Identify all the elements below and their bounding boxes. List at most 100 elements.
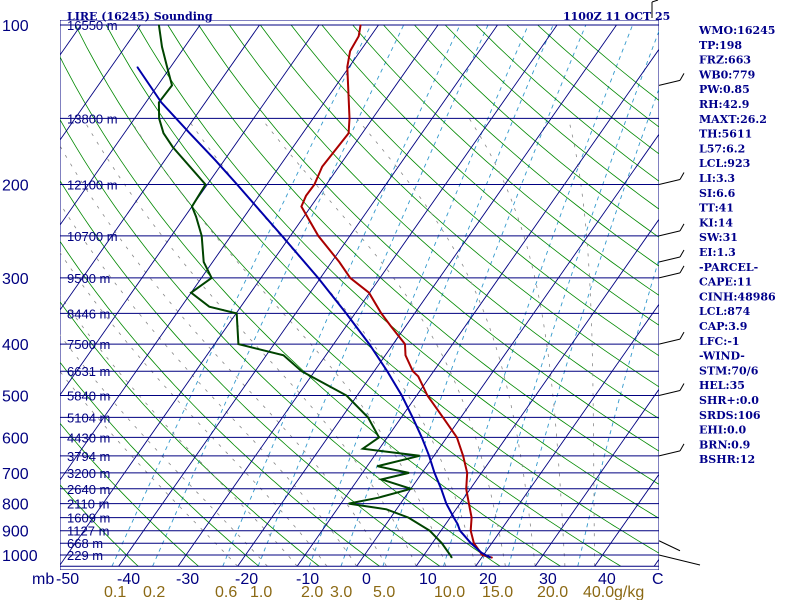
isotherm bbox=[296, 48, 659, 567]
moist-adiabat bbox=[128, 118, 447, 567]
dewpoint-point bbox=[377, 497, 379, 499]
pressure-tick-label: 700 bbox=[2, 466, 29, 483]
dewpoint-point bbox=[237, 343, 239, 345]
dewpoint-point bbox=[162, 132, 165, 134]
mixing-ratio-line bbox=[382, 24, 587, 567]
dewpoint-point bbox=[362, 448, 364, 450]
isotherm bbox=[534, 388, 659, 567]
mixing-ratio-tick-label: 2.0 bbox=[301, 584, 323, 600]
temperature-point bbox=[465, 488, 467, 490]
wind-barb-staff bbox=[658, 389, 681, 396]
mixing-ratio-line bbox=[480, 29, 659, 567]
dewpoint-point bbox=[410, 488, 412, 490]
mixing-ratio-tick-label: 3.0 bbox=[330, 584, 352, 600]
isotherm bbox=[594, 473, 659, 567]
mixing-ratio-line bbox=[340, 24, 554, 567]
temperature-point bbox=[313, 183, 315, 186]
parcel-point bbox=[386, 370, 388, 372]
pressure-unit-label: mb bbox=[32, 571, 54, 588]
dry-adiabat bbox=[136, 24, 659, 519]
temperature-point bbox=[456, 436, 458, 438]
plot-frame bbox=[60, 20, 659, 570]
dry-adiabat bbox=[60, 179, 441, 567]
isotherm bbox=[237, 24, 617, 567]
temperature-point bbox=[412, 370, 414, 372]
dewpoint-point bbox=[236, 312, 238, 314]
parcel-point bbox=[401, 394, 403, 397]
temperature-point bbox=[470, 530, 472, 532]
dewpoint-point bbox=[429, 530, 431, 532]
parcel-point bbox=[470, 542, 472, 544]
wind-barb bbox=[658, 383, 685, 396]
dewpoint-point bbox=[158, 101, 160, 103]
pressure-tick-label: 400 bbox=[2, 337, 29, 354]
parcel-point bbox=[214, 159, 216, 161]
temperature-tick-label: 10 bbox=[419, 571, 437, 588]
isotherm bbox=[118, 24, 498, 567]
parcel-point bbox=[368, 343, 370, 345]
height-label: 7500 m bbox=[67, 337, 110, 352]
sounding-curves bbox=[136, 24, 493, 559]
pressure-tick-label: 200 bbox=[2, 178, 29, 195]
index-item: CINH:48986 bbox=[699, 290, 776, 303]
index-item: BSHR:12 bbox=[699, 453, 755, 466]
height-label: 5840 m bbox=[67, 388, 110, 403]
moist-adiabat bbox=[356, 118, 536, 567]
wind-barb bbox=[651, 0, 659, 18]
temperature-point bbox=[317, 235, 319, 237]
index-item: TT:41 bbox=[699, 202, 734, 215]
temperature-point bbox=[491, 557, 493, 559]
mixing-ratio-line bbox=[222, 24, 461, 567]
mixing-ratio-tick-label: 0.6 bbox=[215, 584, 237, 600]
dewpoint-curve bbox=[157, 24, 453, 559]
index-item: BRN:0.9 bbox=[699, 438, 750, 451]
index-item: LCL:923 bbox=[699, 157, 750, 170]
index-item: SRDS:106 bbox=[699, 409, 761, 422]
temperature-tick-label: 40 bbox=[598, 571, 616, 588]
height-label: 668 m bbox=[67, 536, 103, 551]
dewpoint-point bbox=[451, 557, 453, 559]
mixing-ratio-line bbox=[508, 87, 659, 567]
index-item: TH:5611 bbox=[699, 128, 752, 141]
mixing-ratio-tick-label: 5.0 bbox=[373, 584, 395, 600]
parcel-point bbox=[317, 277, 319, 279]
dewpoint-point bbox=[449, 554, 451, 556]
station-title: LIRE (16245) Sounding bbox=[67, 10, 213, 23]
mixing-ratio-tick-label: 10.0 bbox=[434, 584, 465, 600]
wind-barb bbox=[658, 540, 681, 552]
dry-adiabat bbox=[60, 361, 260, 567]
moist-adiabat bbox=[186, 118, 476, 567]
index-item: LI:3.3 bbox=[699, 172, 735, 185]
mixing-ratio-tick-label: 1.0 bbox=[250, 584, 272, 600]
isotherm bbox=[356, 133, 659, 567]
temperature-point bbox=[338, 261, 340, 263]
wind-barb-flag bbox=[679, 249, 685, 258]
mixing-ratio-line bbox=[443, 24, 634, 567]
temperature-tick-label: 20 bbox=[479, 571, 497, 588]
index-item: -WIND- bbox=[699, 350, 745, 363]
height-label: 10700 m bbox=[67, 229, 118, 244]
index-item: SI:6.6 bbox=[699, 187, 736, 200]
parcel-point bbox=[453, 517, 455, 519]
wind-barb-staff bbox=[658, 256, 681, 263]
temperature-point bbox=[348, 132, 350, 134]
temperature-point bbox=[300, 205, 302, 208]
dewpoint-point bbox=[348, 503, 350, 505]
index-item: FRZ:663 bbox=[699, 54, 751, 67]
temperature-point bbox=[390, 325, 392, 327]
wind-barb-staff bbox=[658, 540, 681, 552]
parcel-point bbox=[457, 523, 459, 525]
dewpoint-point bbox=[171, 84, 173, 86]
moist-adiabat bbox=[60, 295, 298, 567]
index-item: STM:70/6 bbox=[699, 364, 759, 377]
temperature-point bbox=[404, 343, 406, 345]
index-item: SHR+:0.0 bbox=[699, 394, 759, 407]
pressure-tick-label: 100 bbox=[2, 18, 29, 35]
dewpoint-point bbox=[407, 517, 410, 519]
parcel-point bbox=[459, 530, 461, 532]
temperature-point bbox=[462, 455, 464, 457]
temperature-curve bbox=[300, 24, 493, 559]
mixing-ratio-line bbox=[257, 24, 489, 567]
